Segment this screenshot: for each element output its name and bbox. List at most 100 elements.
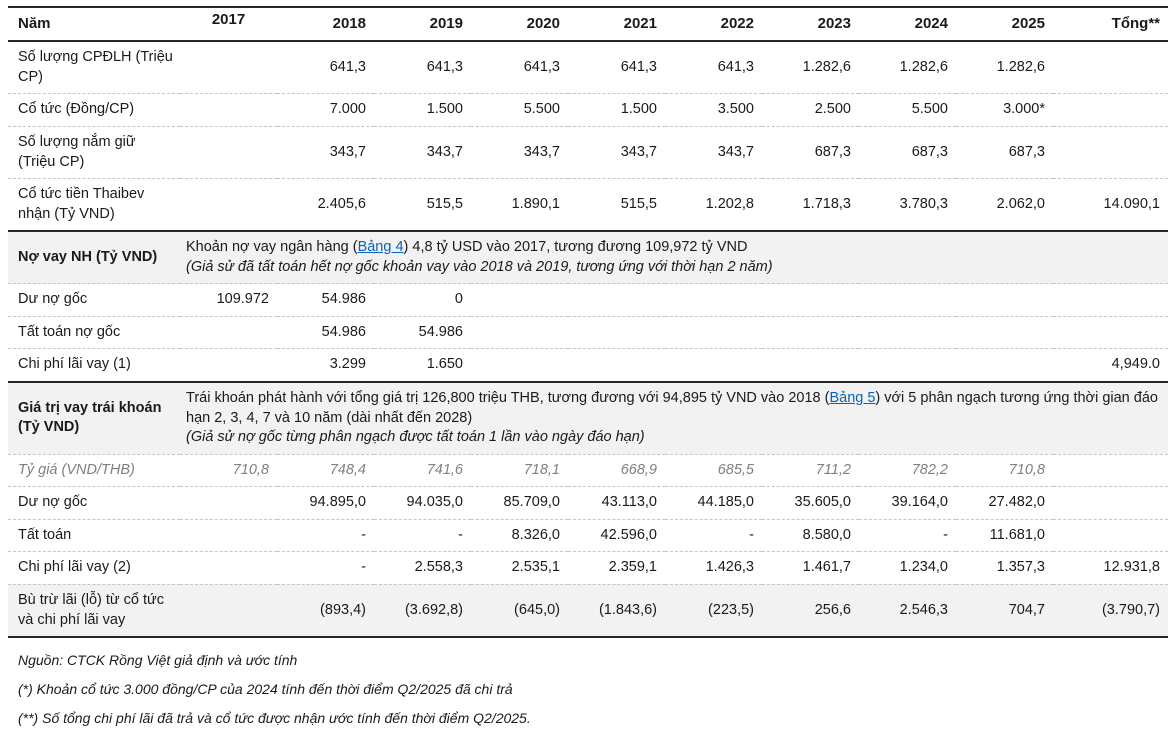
cell-value: 54.986 — [374, 315, 471, 349]
row-label: Dư nợ gốc — [8, 283, 180, 317]
section-description: Trái khoán phát hành với tổng giá trị 12… — [180, 380, 1168, 455]
row-label: Giá trị vay trái khoán (Tỷ VND) — [8, 380, 180, 455]
cell-value: 741,6 — [374, 453, 471, 487]
cell-value: 343,7 — [277, 125, 374, 179]
cell-value: 685,5 — [665, 453, 762, 487]
cell-value: 1.202,8 — [665, 178, 762, 232]
cell-value: 3.299 — [277, 348, 374, 382]
cell-value: (223,5) — [665, 583, 762, 639]
table-body: Số lượng CPĐLH (Triệu CP) 641,3 641,3 641,3… — [8, 41, 1168, 639]
description-text: Trái khoán phát hành với tổng giá trị 12… — [186, 390, 830, 406]
column-header-2022: 2022 — [665, 5, 762, 43]
row-label: Tỷ giá (VND/THB) — [8, 453, 180, 487]
source-note: Nguồn: CTCK Rồng Việt giả định và ước tí… — [18, 652, 298, 669]
cell-value: (1.843,6) — [568, 583, 665, 639]
cell-value — [180, 583, 277, 639]
table-row: Chi phí lãi vay (2) -2.558,3 2.535,1 2.359,… — [8, 551, 1168, 585]
cell-value: 1.282,6 — [996, 59, 1045, 76]
cell-value — [1053, 125, 1168, 179]
row-label: Bù trừ lãi (lỗ) từ cổ tức và chi phí lãi… — [8, 583, 180, 639]
cell-value: 3.500 — [665, 93, 762, 127]
description-text: ) 4,8 tỷ USD vào 2017, tương đương 109,9… — [403, 239, 748, 256]
cell-value: 2.359,1 — [568, 551, 665, 585]
column-header-2017: 2017 — [180, 5, 277, 43]
table-row: Số lượng nắm giữ (Triệu CP) 343,7 343,7 343… — [8, 125, 1168, 179]
cell-value: 85.709,0 — [471, 486, 568, 520]
row-label: Tất toán nợ gốc — [8, 315, 180, 349]
cell-value: 704,7 — [956, 583, 1053, 639]
cell-value: 7.000 — [277, 93, 374, 127]
cell-value: 109.972 — [180, 283, 277, 317]
cell-value — [180, 178, 277, 232]
dividend-debt-table: Năm 2017 2018 2019 2020 2021 2022 2023 2024 2025 T… — [8, 5, 1168, 639]
cell-value: (645,0) — [471, 583, 568, 639]
footnote-single-asterisk: (*) Khoản cổ tức 3.000 đồng/CP của 2024 … — [18, 680, 513, 697]
table-ref-link[interactable]: Bảng 5 — [829, 390, 876, 406]
cell-value: 3.000* — [956, 93, 1053, 127]
assumption-note: (Giả sử nợ gốc từng phân ngạch được tất … — [186, 429, 645, 446]
cell-value: 43.113,0 — [568, 486, 665, 520]
cell-value — [568, 283, 665, 317]
cell-value: - — [277, 518, 374, 552]
cell-value: 687,3 — [956, 125, 1053, 179]
cell-value: (893,4) — [277, 583, 374, 639]
cell-value — [180, 315, 277, 349]
cell-value: 8.580,0 — [762, 518, 859, 552]
cell-value: 711,2 — [762, 453, 859, 487]
section-row: Nợ vay NH (Tỷ VND) Khoản nợ vay ngân hàng… — [8, 230, 1168, 284]
cell-value: 2.546,3 — [859, 583, 956, 639]
table-footnotes: Nguồn: CTCK Rồng Việt giả định và ước tí… — [18, 652, 1168, 726]
cell-value: 641,3 — [329, 59, 366, 76]
description-text: ) với 5 phân ngạch tương ứng thời gian đ… — [186, 390, 1158, 426]
cell-value — [471, 315, 568, 349]
cell-value: - — [374, 518, 471, 552]
row-label: Chi phí lãi vay (1) — [8, 348, 180, 382]
cell-value: 11.681,0 — [956, 518, 1053, 552]
cell-value: 2.062,0 — [956, 178, 1053, 232]
cell-value: 1.461,7 — [762, 551, 859, 585]
cell-value: 44.185,0 — [665, 486, 762, 520]
column-header-Tng: Tổng** — [1053, 5, 1168, 43]
cell-value: 343,7 — [374, 125, 471, 179]
row-label: Số lượng nắm giữ (Triệu CP) — [8, 125, 180, 179]
cell-value: 94.035,0 — [374, 486, 471, 520]
cell-value: 1.426,3 — [665, 551, 762, 585]
table-row: Tỷ giá (VND/THB) 710,8 748,4 741,6 718,1 668,… — [8, 453, 1168, 487]
column-header-2018: 2018 — [277, 5, 374, 43]
cell-value: 5.500 — [471, 93, 568, 127]
section-row: Giá trị vay trái khoán (Tỷ VND) Trái khoá… — [8, 380, 1168, 455]
section-description: Khoản nợ vay ngân hàng (Bảng 4) 4,8 tỷ U… — [180, 230, 1168, 284]
column-header-2023: 2023 — [762, 5, 859, 43]
cell-value: 748,4 — [277, 453, 374, 487]
cell-value: 2.500 — [762, 93, 859, 127]
cell-value: 4,949.0 — [1053, 348, 1168, 382]
cell-value: 515,5 — [568, 178, 665, 232]
cell-value: 2.535,1 — [471, 551, 568, 585]
section-description-text: Khoản nợ vay ngân hàng (Bảng 4) 4,8 tỷ U… — [186, 238, 1158, 258]
cell-value — [180, 486, 277, 520]
description-text: Khoản nợ vay ngân hàng ( — [186, 239, 358, 256]
cell-value: 1.890,1 — [471, 178, 568, 232]
cell-value: 27.482,0 — [956, 486, 1053, 520]
table-row: Bù trừ lãi (lỗ) từ cổ tức và chi phí lãi… — [8, 583, 1168, 639]
cell-value: 343,7 — [471, 125, 568, 179]
cell-value: 1.650 — [374, 348, 471, 382]
cell-value — [956, 348, 1053, 382]
cell-value — [665, 283, 762, 317]
row-label: Dư nợ gốc — [8, 486, 180, 520]
cell-value — [568, 348, 665, 382]
table-ref-link[interactable]: Bảng 4 — [357, 239, 404, 256]
cell-value: 54.986 — [277, 315, 374, 349]
cell-value: 687,3 — [859, 125, 956, 179]
cell-value: 39.164,0 — [859, 486, 956, 520]
cell-value — [180, 93, 277, 127]
table-row: Số lượng CPĐLH (Triệu CP) 641,3 641,3 641,3… — [8, 41, 1168, 94]
cell-value: 0 — [374, 283, 471, 317]
cell-value — [180, 551, 277, 585]
row-label: Tất toán — [8, 518, 180, 552]
cell-value — [762, 348, 859, 382]
cell-value: 343,7 — [665, 125, 762, 179]
cell-value: 641,3 — [426, 59, 463, 76]
cell-value — [762, 283, 859, 317]
cell-value: - — [859, 518, 956, 552]
